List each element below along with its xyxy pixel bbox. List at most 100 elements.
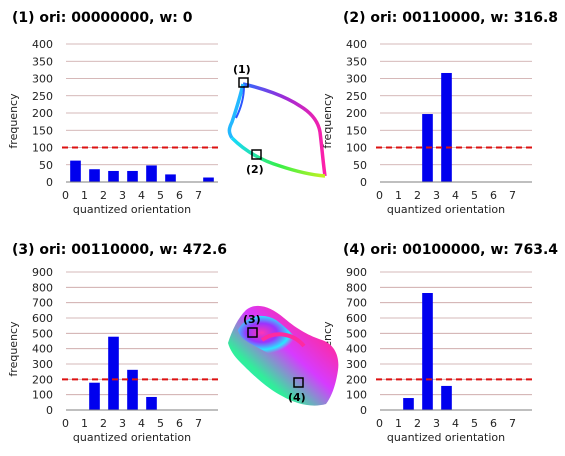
- contour-image-top: (1) (2): [227, 63, 327, 178]
- bar-2: [422, 293, 433, 410]
- x-tick-label: 6: [176, 189, 183, 202]
- bar-7: [203, 177, 214, 182]
- y-tick-label: 350: [346, 55, 367, 68]
- marker-box-3: [247, 327, 258, 338]
- marker-box-4: [293, 377, 304, 388]
- y-tick-label: 0: [46, 404, 53, 417]
- bar-1: [403, 398, 414, 410]
- x-tick-label: 7: [195, 189, 202, 202]
- x-tick-label: 0: [62, 417, 69, 430]
- y-tick-label: 100: [346, 389, 367, 402]
- x-tick-label: 1: [395, 417, 402, 430]
- x-tick-label: 3: [433, 189, 440, 202]
- x-tick-label: 0: [376, 189, 383, 202]
- marker-label-1: (1): [233, 63, 251, 76]
- y-tick-label: 600: [32, 312, 53, 325]
- y-tick-label: 400: [32, 38, 53, 51]
- y-tick-label: 100: [32, 142, 53, 155]
- bar-2: [108, 170, 119, 182]
- x-tick-label: 4: [138, 417, 145, 430]
- y-tick-label: 200: [32, 373, 53, 386]
- y-tick-label: 150: [346, 124, 367, 137]
- x-tick-label: 7: [195, 417, 202, 430]
- y-axis-label: frequency: [7, 321, 20, 377]
- chart-title: (3) ori: 00110000, w: 472.6: [12, 242, 227, 258]
- x-tick-label: 5: [157, 417, 164, 430]
- y-tick-label: 300: [32, 358, 53, 371]
- x-tick-label: 7: [509, 189, 516, 202]
- x-tick-label: 5: [157, 189, 164, 202]
- y-tick-label: 700: [346, 297, 367, 310]
- histogram-panel-4: (4) ori: 00100000, w: 763.4 0 100 200 300 400…: [321, 242, 558, 444]
- y-tick-label: 0: [46, 176, 53, 189]
- x-tick-label: 5: [471, 417, 478, 430]
- x-tick-label: 3: [433, 417, 440, 430]
- y-tick-label: 100: [32, 389, 53, 402]
- bar-3: [127, 170, 138, 182]
- y-tick-label: 250: [346, 90, 367, 103]
- contour-inner-stroke: [235, 85, 245, 119]
- y-tick-label: 150: [32, 124, 53, 137]
- y-tick-label: 400: [346, 38, 367, 51]
- marker-label-3: (3): [243, 313, 261, 326]
- x-tick-label: 4: [452, 189, 459, 202]
- y-tick-label: 500: [32, 327, 53, 340]
- x-tick-label: 3: [119, 417, 126, 430]
- marker-label-2: (2): [246, 163, 264, 176]
- x-axis-label: quantized orientation: [387, 203, 505, 216]
- y-tick-label: 900: [346, 266, 367, 279]
- x-tick-label: 2: [100, 417, 107, 430]
- bar-2: [108, 336, 119, 410]
- bar-5: [165, 174, 176, 182]
- y-tick-label: 350: [32, 55, 53, 68]
- x-axis-label: quantized orientation: [73, 431, 191, 444]
- x-tick-label: 1: [81, 417, 88, 430]
- chart-title: (1) ori: 00000000, w: 0: [12, 10, 193, 26]
- x-tick-label: 4: [452, 417, 459, 430]
- y-tick-label: 200: [346, 107, 367, 120]
- y-tick-label: 0: [360, 176, 367, 189]
- x-tick-label: 6: [176, 417, 183, 430]
- x-tick-label: 0: [62, 189, 69, 202]
- y-tick-label: 800: [32, 281, 53, 294]
- x-tick-label: 2: [414, 189, 421, 202]
- y-tick-label: 500: [346, 327, 367, 340]
- x-tick-label: 5: [471, 189, 478, 202]
- contour-left-stroke: [227, 83, 245, 139]
- y-tick-label: 300: [346, 73, 367, 86]
- y-tick-label: 50: [39, 159, 53, 172]
- x-tick-label: 1: [395, 189, 402, 202]
- histogram-panel-1: (1) ori: 00000000, w: 005010015020025030…: [7, 10, 218, 216]
- x-tick-label: 3: [119, 189, 126, 202]
- y-tick-label: 100: [346, 142, 367, 155]
- x-tick-label: 0: [376, 417, 383, 430]
- y-tick-label: 400: [32, 343, 53, 356]
- histogram-panel-3: (3) ori: 00110000, w: 472.6 0 100 200 300 400…: [7, 242, 227, 444]
- x-tick-label: 2: [100, 189, 107, 202]
- marker-label-4: (4): [288, 391, 306, 404]
- y-tick-label: 600: [346, 312, 367, 325]
- y-axis-label: frequency: [321, 93, 334, 149]
- chart-title: (2) ori: 00110000, w: 316.8: [343, 10, 558, 26]
- x-tick-label: 2: [414, 417, 421, 430]
- shoe-image-bottom: (3) (4): [228, 305, 339, 406]
- bar-3: [441, 385, 452, 410]
- bar-4: [146, 165, 157, 182]
- chart-title: (4) ori: 00100000, w: 763.4: [343, 242, 558, 258]
- marker-box-1: [238, 77, 249, 88]
- contour-upper-stroke: [242, 82, 327, 177]
- x-tick-label: 6: [490, 417, 497, 430]
- x-tick-label: 4: [138, 189, 145, 202]
- y-tick-label: 300: [346, 358, 367, 371]
- y-tick-label: 50: [353, 159, 367, 172]
- shoe-inner-band: [260, 332, 306, 348]
- y-tick-label: 300: [32, 73, 53, 86]
- contour-lower-stroke: [230, 136, 326, 178]
- x-tick-label: 7: [509, 417, 516, 430]
- bar-3: [127, 369, 138, 410]
- y-tick-label: 200: [346, 373, 367, 386]
- marker-box-2: [251, 149, 262, 160]
- x-tick-label: 6: [490, 189, 497, 202]
- y-tick-label: 900: [32, 266, 53, 279]
